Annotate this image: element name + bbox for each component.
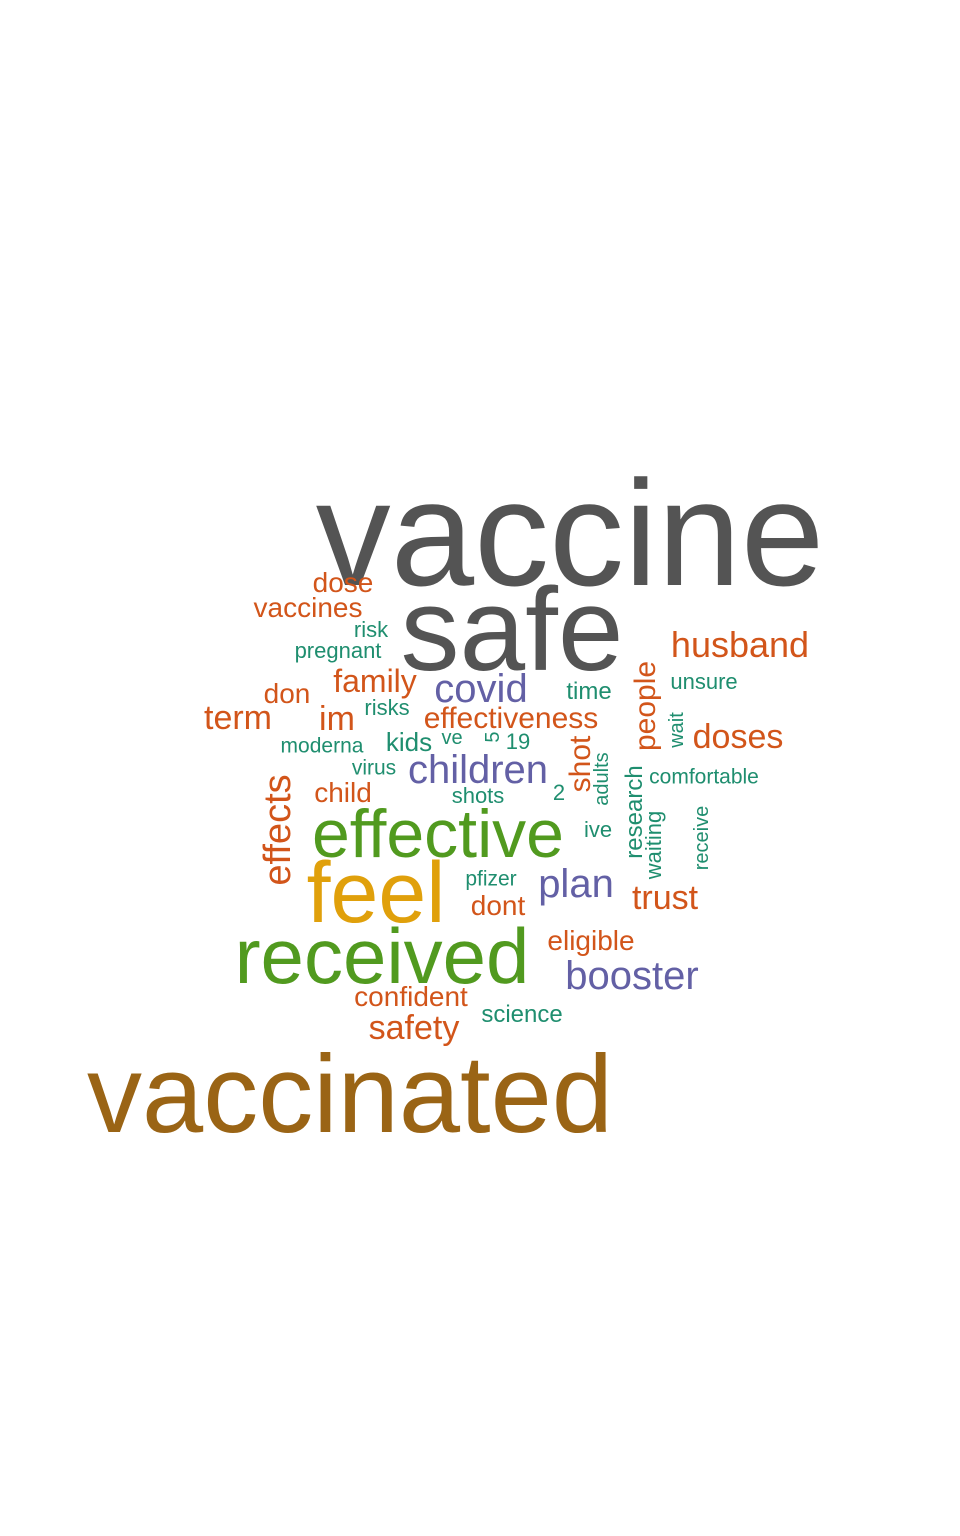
word-effectiveness: effectiveness — [423, 702, 599, 735]
word-people: people — [629, 660, 662, 752]
word-risks: risks — [364, 695, 410, 720]
word-ve: ve — [441, 727, 463, 749]
word-term: term — [204, 699, 272, 737]
word-pregnant: pregnant — [294, 638, 382, 663]
word-husband: husband — [670, 624, 810, 665]
word-im: im — [319, 700, 355, 738]
word-covid: covid — [434, 667, 528, 711]
word-feel: feel — [306, 845, 446, 941]
word-risk: risk — [353, 617, 389, 642]
word-shots: shots — [451, 783, 505, 808]
word-kids: kids — [385, 727, 433, 757]
word-effects: effects — [257, 774, 299, 886]
word-vaccinated: vaccinated — [87, 1033, 613, 1156]
word-child: child — [314, 777, 372, 808]
word-moderna: moderna — [280, 734, 364, 758]
word-safe: safe — [400, 564, 624, 696]
word-don: don — [263, 678, 311, 709]
word-science: science — [481, 1001, 563, 1028]
word-vaccine: vaccine — [315, 449, 825, 617]
word-adults: adults — [591, 752, 613, 806]
word-pfizer: pfizer — [465, 867, 517, 891]
word-receive: receive — [691, 805, 713, 871]
word-vaccines: vaccines — [253, 592, 363, 623]
word-5: 5 — [482, 731, 504, 743]
word-effective: effective — [311, 796, 565, 872]
word-trust: trust — [631, 879, 699, 917]
word-eligible: eligible — [547, 925, 635, 956]
word-plan: plan — [538, 862, 614, 906]
word-received: received — [234, 912, 530, 1000]
word-19: 19 — [505, 729, 531, 754]
word-wait: wait — [666, 712, 688, 748]
word-confident: confident — [354, 981, 468, 1012]
word-2: 2 — [552, 780, 566, 805]
word-children: children — [407, 748, 549, 792]
word-dont: dont — [470, 890, 526, 921]
word-dose: dose — [312, 567, 374, 598]
word-family: family — [333, 663, 417, 699]
word-waiting: waiting — [641, 810, 666, 880]
word-safety: safety — [368, 1009, 460, 1047]
word-doses: doses — [692, 718, 784, 756]
word-comfortable: comfortable — [649, 765, 759, 789]
word-unsure: unsure — [670, 669, 738, 694]
word-time: time — [566, 678, 612, 705]
word-virus: virus — [351, 756, 397, 780]
word-ive: ive — [583, 817, 613, 842]
word-booster: booster — [565, 954, 699, 998]
